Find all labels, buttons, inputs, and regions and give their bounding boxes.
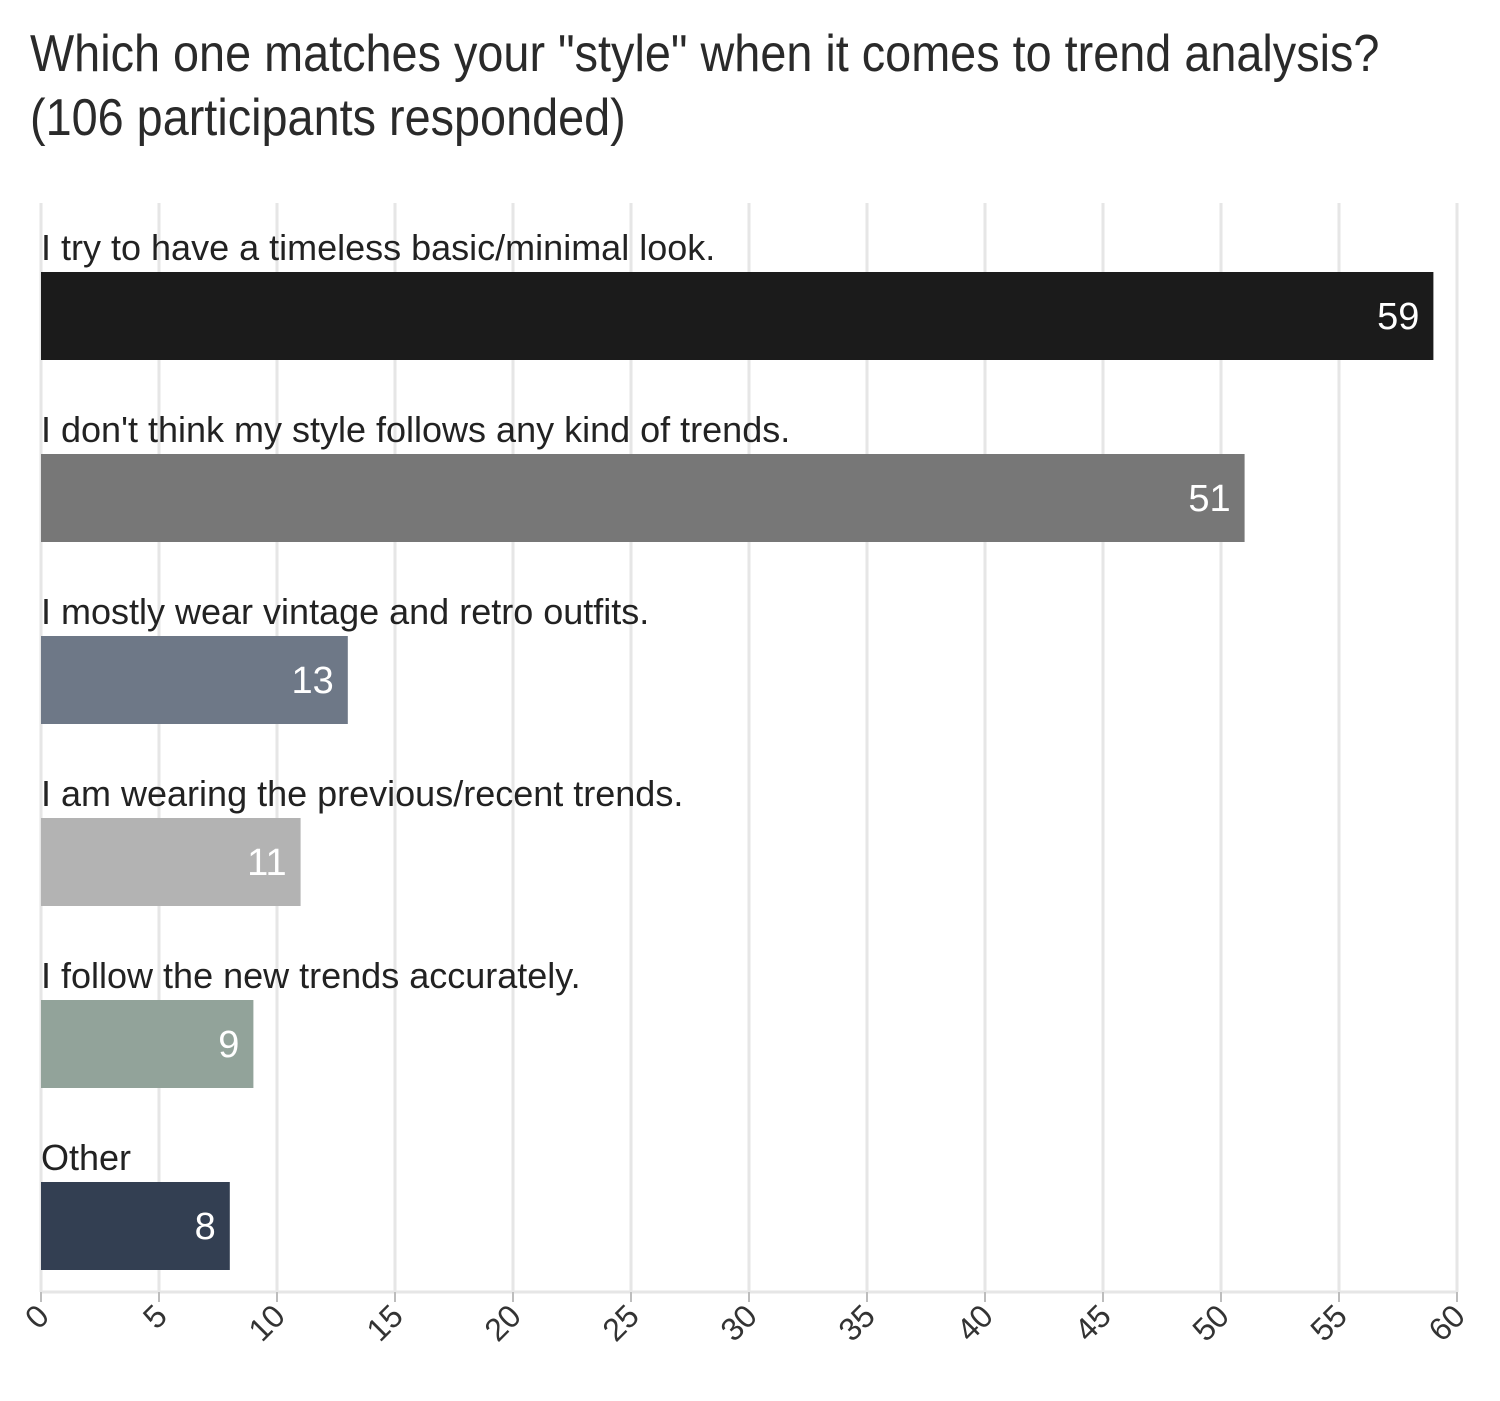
- category-label: I don't think my style follows any kind …: [41, 409, 790, 450]
- category-label: I try to have a timeless basic/minimal l…: [41, 227, 715, 268]
- bar: [41, 454, 1245, 542]
- x-tick-label: 15: [359, 1297, 410, 1348]
- x-tick-label: 55: [1303, 1297, 1354, 1348]
- bar-value-label: 59: [1377, 296, 1419, 338]
- x-tick-label: 40: [949, 1297, 1000, 1348]
- x-tick-label: 20: [477, 1297, 528, 1348]
- x-tick-label: 10: [241, 1297, 292, 1348]
- x-axis: 0 5 10 15 20 25 30 35 40 45 50 55 60: [18, 1290, 1472, 1348]
- category-label: I mostly wear vintage and retro outfits.: [41, 591, 649, 632]
- bar: [41, 272, 1434, 360]
- bar-value-label: 13: [292, 660, 334, 702]
- bar: [41, 1182, 230, 1270]
- bar-value-label: 9: [218, 1024, 239, 1066]
- category-label: Other: [41, 1137, 131, 1178]
- chart-title: Which one matches your "style" when it c…: [30, 22, 1380, 150]
- x-tick-label: 0: [18, 1297, 56, 1335]
- chart-title-line-2: (106 participants responded): [30, 89, 626, 147]
- bar: [41, 818, 301, 906]
- bar-value-label: 8: [195, 1206, 216, 1248]
- category-label: I am wearing the previous/recent trends.: [41, 773, 683, 814]
- x-tick-label: 50: [1185, 1297, 1236, 1348]
- bar-value-label: 51: [1188, 478, 1230, 520]
- x-tick-label: 30: [713, 1297, 764, 1348]
- bar-value-label: 11: [247, 842, 286, 884]
- x-tick-label: 35: [831, 1297, 882, 1348]
- category-label: I follow the new trends accurately.: [41, 955, 581, 996]
- x-tick-label: 45: [1067, 1297, 1118, 1348]
- x-tick-label: 60: [1421, 1297, 1472, 1348]
- bar: [41, 636, 348, 724]
- bar: [41, 1000, 254, 1088]
- chart-title-line-1: Which one matches your "style" when it c…: [30, 25, 1380, 83]
- x-tick-label: 5: [136, 1297, 174, 1335]
- x-tick-label: 25: [595, 1297, 646, 1348]
- gridlines: [39, 203, 1459, 1292]
- bars: I try to have a timeless basic/minimal l…: [41, 227, 1434, 1270]
